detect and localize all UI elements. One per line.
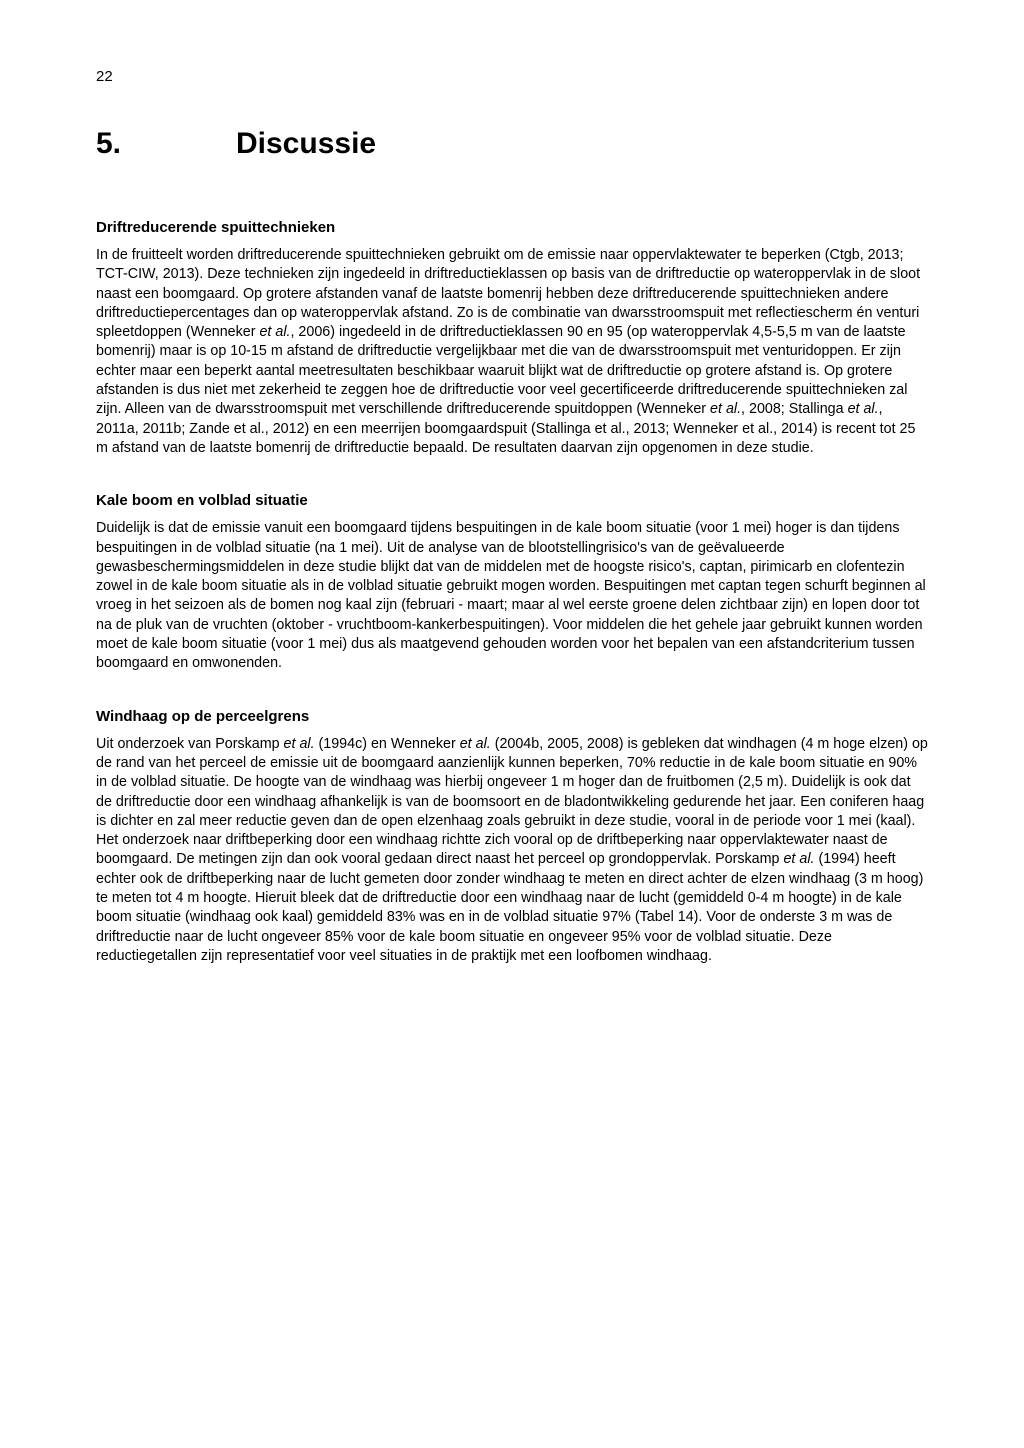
section-title: Kale boom en volblad situatie [96, 492, 928, 509]
section-body: Uit onderzoek van Porskamp et al. (1994c… [96, 735, 928, 967]
section-title: Driftreducerende spuittechnieken [96, 219, 928, 236]
chapter-heading: 5. Discussie [96, 127, 928, 161]
section: Windhaag op de perceelgrens Uit onderzoe… [96, 708, 928, 967]
page-number: 22 [96, 68, 928, 85]
chapter-number: 5. [96, 127, 236, 161]
section-title: Windhaag op de perceelgrens [96, 708, 928, 725]
section: Kale boom en volblad situatie Duidelijk … [96, 492, 928, 673]
section-body: Duidelijk is dat de emissie vanuit een b… [96, 519, 928, 673]
section: Driftreducerende spuittechnieken In de f… [96, 219, 928, 458]
section-body: In de fruitteelt worden driftreducerende… [96, 246, 928, 458]
chapter-title: Discussie [236, 127, 376, 161]
